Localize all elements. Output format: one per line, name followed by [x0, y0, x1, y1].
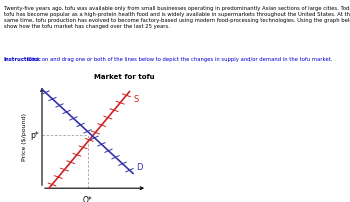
- Text: p*: p*: [31, 131, 39, 140]
- Text: Market for tofu: Market for tofu: [94, 73, 155, 79]
- Text: Price ($/pound): Price ($/pound): [22, 113, 27, 161]
- Text: Twenty-five years ago, tofu was available only from small businesses operating i: Twenty-five years ago, tofu was availabl…: [4, 6, 350, 29]
- Text: Click on and drag one or both of the lines below to depict the changes in supply: Click on and drag one or both of the lin…: [26, 57, 333, 62]
- Text: S: S: [133, 94, 138, 103]
- Text: D: D: [136, 162, 143, 171]
- Text: Instructions:: Instructions:: [4, 57, 42, 62]
- Text: Q*: Q*: [83, 195, 92, 202]
